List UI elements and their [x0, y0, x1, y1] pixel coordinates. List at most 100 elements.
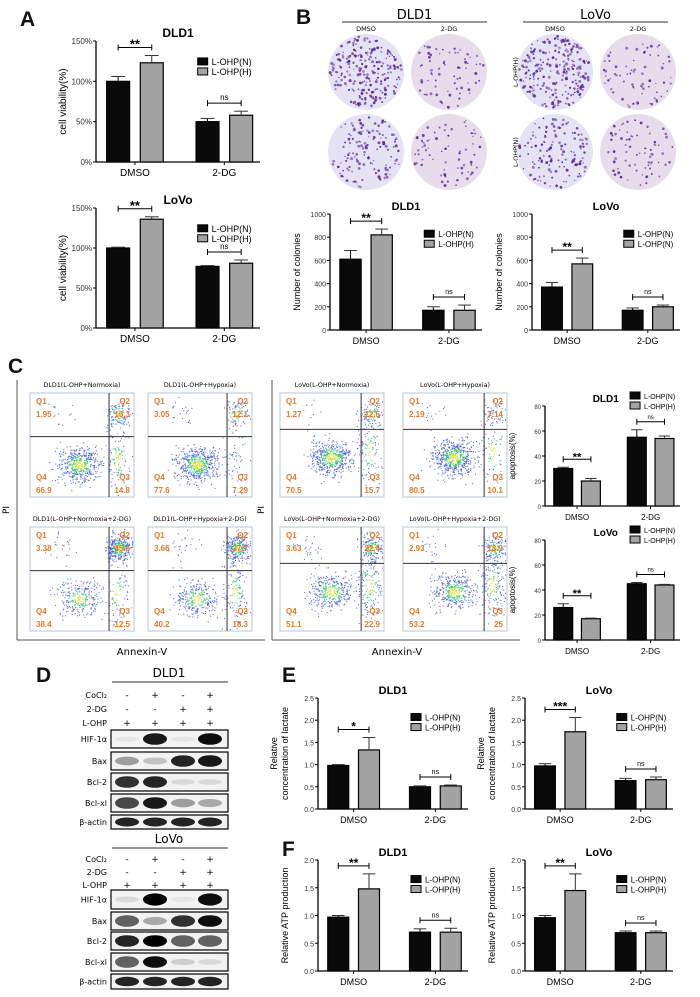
event-dot	[230, 547, 232, 549]
colony-dot	[627, 104, 629, 106]
event-dot	[228, 401, 230, 403]
event-dot	[243, 547, 246, 549]
event-dot	[132, 412, 134, 415]
event-dot	[75, 456, 77, 458]
event-dot	[207, 602, 209, 604]
colony-dot	[337, 53, 341, 56]
event-dot	[325, 454, 327, 456]
event-dot	[241, 534, 243, 537]
event-dot	[237, 539, 239, 541]
event-dot	[82, 472, 84, 474]
event-dot	[239, 549, 241, 551]
event-dot	[207, 466, 210, 468]
event-dot	[345, 442, 347, 444]
event-dot	[99, 475, 101, 478]
colony-dot	[384, 144, 388, 148]
event-dot	[119, 416, 121, 418]
event-dot	[191, 455, 193, 457]
event-dot	[197, 611, 199, 613]
event-dot	[342, 454, 344, 456]
event-dot	[197, 600, 199, 602]
colony-dot	[604, 82, 606, 84]
event-dot	[364, 456, 366, 458]
event-dot	[122, 551, 124, 554]
event-dot	[186, 453, 188, 455]
colony-dot	[345, 84, 347, 86]
event-dot	[118, 550, 120, 552]
event-dot	[340, 472, 342, 474]
event-dot	[334, 468, 336, 470]
colony-dot	[662, 62, 665, 65]
event-dot	[194, 477, 196, 479]
event-dot	[235, 553, 237, 555]
event-dot	[197, 476, 199, 478]
event-dot	[230, 416, 232, 418]
colony-dot	[584, 72, 588, 75]
event-dot	[111, 544, 113, 546]
colony-dot	[344, 82, 346, 84]
event-dot	[93, 465, 95, 467]
event-dot	[116, 545, 118, 547]
colony-dot	[466, 52, 469, 56]
event-dot	[77, 467, 79, 469]
event-dot	[193, 474, 195, 476]
event-dot	[345, 456, 347, 458]
event-dot	[128, 405, 130, 407]
colony-dot	[378, 132, 381, 135]
colony-dot	[575, 43, 579, 47]
event-dot	[250, 543, 252, 545]
colony-dot	[340, 78, 343, 82]
event-dot	[93, 603, 95, 605]
event-dot	[112, 532, 114, 534]
event-dot	[87, 471, 89, 473]
event-dot	[61, 478, 63, 480]
event-dot	[238, 560, 240, 562]
colony-dot	[563, 132, 566, 135]
colony-dot	[343, 75, 347, 79]
colony-dot	[581, 89, 584, 92]
event-dot	[358, 434, 360, 436]
colony-dot	[570, 50, 573, 54]
event-dot	[325, 460, 327, 462]
event-dot	[242, 473, 244, 476]
event-dot	[367, 412, 369, 414]
event-dot	[177, 594, 179, 597]
event-dot	[82, 464, 84, 466]
event-dot	[173, 417, 175, 419]
event-dot	[235, 611, 237, 613]
event-dot	[365, 459, 367, 461]
colony-dot	[582, 162, 584, 164]
event-dot	[123, 482, 125, 484]
colony-dot	[571, 159, 575, 163]
event-dot	[240, 549, 242, 551]
event-dot	[195, 584, 198, 586]
event-dot	[73, 453, 75, 455]
colony-dot	[379, 82, 383, 86]
x-tick-label: 2-DG	[630, 977, 652, 987]
event-dot	[178, 454, 180, 456]
event-dot	[196, 610, 198, 612]
event-dot	[324, 459, 326, 461]
event-dot	[238, 597, 240, 599]
event-dot	[218, 463, 220, 465]
colony-dot	[469, 56, 471, 59]
event-dot	[192, 616, 194, 618]
colony-dot	[346, 70, 349, 73]
event-dot	[358, 419, 360, 422]
chart-title: LoVo	[163, 193, 192, 207]
colony-dot	[579, 65, 582, 67]
colony-dot	[375, 129, 378, 132]
event-dot	[118, 454, 120, 456]
event-dot	[68, 475, 70, 477]
event-dot	[120, 551, 123, 553]
event-dot	[114, 602, 117, 604]
event-dot	[322, 450, 324, 452]
event-dot	[124, 549, 126, 551]
colony-dot	[474, 132, 477, 135]
event-dot	[197, 464, 199, 466]
event-dot	[190, 589, 192, 591]
event-dot	[316, 457, 318, 459]
event-dot	[88, 593, 90, 595]
colony-dot	[464, 60, 468, 64]
event-dot	[128, 544, 130, 546]
